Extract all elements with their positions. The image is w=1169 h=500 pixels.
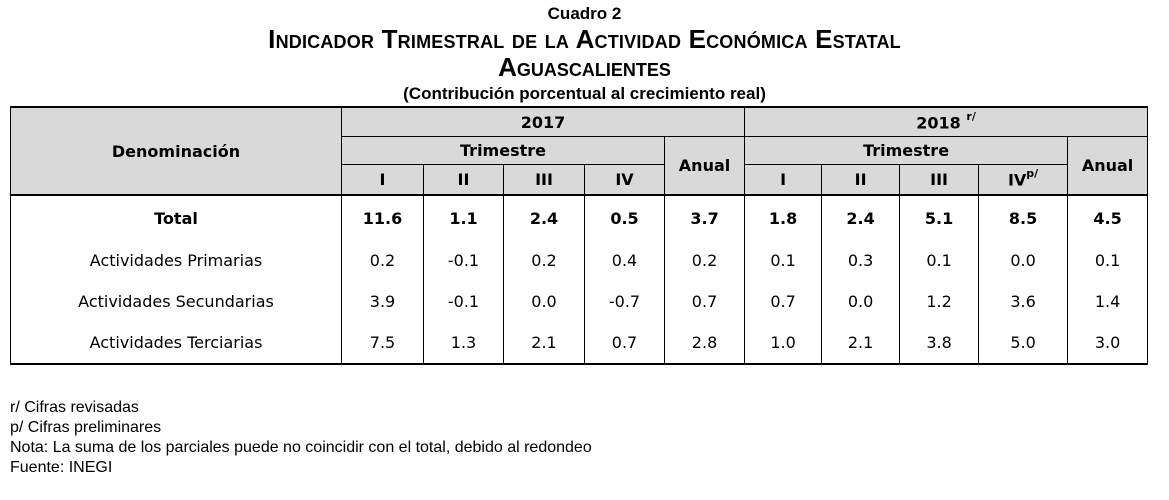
quarter-header: IV: [584, 164, 665, 196]
table-cell: 5.1: [899, 195, 979, 240]
table-cell: 1.4: [1067, 281, 1149, 322]
table-cell: 2.4: [503, 195, 585, 240]
state-name: Aguascalientes: [498, 52, 671, 82]
row-label: Actividades Secundarias: [10, 281, 342, 322]
table-title: Indicador Trimestral de la Actividad Eco…: [268, 24, 901, 54]
year-2018-header: 2018 r/: [744, 106, 1149, 137]
table-cell: 1.2: [899, 281, 979, 322]
table-cell: 2.4: [821, 195, 900, 240]
quarter-header: I: [744, 164, 822, 196]
year-2017-header: 2017: [341, 106, 745, 137]
table-cell: 0.4: [584, 240, 665, 281]
trimestre-2018-header: Trimestre: [744, 136, 1068, 165]
footnote-source: Fuente: INEGI: [10, 459, 113, 476]
table-cell: 0.7: [663, 281, 745, 322]
table-cell: 5.0: [978, 322, 1068, 365]
revised-marker: r/: [966, 109, 976, 123]
denominacion-header: Denominación: [10, 106, 342, 196]
table-cell: 0.2: [503, 240, 585, 281]
footnote-revised: r/ Cifras revisadas: [10, 399, 139, 416]
table-row: Actividades Primarias 0.2 -0.1 0.2 0.4 0…: [10, 240, 1149, 281]
table-cell: 1.8: [744, 195, 822, 240]
row-label: Total: [10, 195, 342, 240]
table-cell: 0.2: [663, 240, 745, 281]
data-table: Denominación 2017 2018 r/ Trimestre Anua…: [10, 106, 1149, 365]
table-cell: 8.5: [978, 195, 1068, 240]
table-subtitle: (Contribución porcentual al crecimiento …: [403, 84, 766, 103]
quarter-header: III: [503, 164, 585, 196]
table-cell: 0.0: [503, 281, 585, 322]
row-label: Actividades Primarias: [10, 240, 342, 281]
table-cell: 0.2: [369, 251, 396, 270]
table-cell: 1.1: [423, 195, 504, 240]
table-row: Total 11.6 1.1 2.4 0.5 3.7 1.8 2.4 5.1 8…: [10, 195, 1149, 240]
table-cell: 0.1: [1067, 240, 1149, 281]
table-cell: 11.6: [362, 208, 403, 228]
table-cell: -0.1: [423, 240, 504, 281]
table-cell: 0.1: [744, 240, 822, 281]
table-cell: 0.1: [899, 240, 979, 281]
quarter-iv-label: IV: [1007, 170, 1027, 190]
footnote-note: Nota: La suma de los parciales puede no …: [10, 439, 592, 456]
table-cell: 0.7: [584, 322, 665, 365]
quarter-header: III: [899, 164, 979, 196]
anual-2017-header: Anual: [663, 136, 745, 196]
table-cell: 2.8: [663, 322, 745, 365]
table-cell: 1.3: [423, 322, 504, 365]
table-cell: -0.7: [584, 281, 665, 322]
table-cell: 7.5: [341, 322, 424, 365]
table-cell: 1.0: [744, 322, 822, 365]
table-cell: 0.0: [821, 281, 900, 322]
footnotes: r/ Cifras revisadas p/ Cifras preliminar…: [10, 398, 592, 478]
anual-2018-header: Anual: [1067, 136, 1149, 196]
quarter-header: II: [821, 164, 900, 196]
trimestre-2017-header: Trimestre: [341, 136, 665, 165]
table-row: Actividades Secundarias 3.9 -0.1 0.0 -0.…: [10, 281, 1149, 322]
table-cell: 3.7: [663, 195, 745, 240]
table-cell: 3.9: [369, 292, 396, 311]
year-2018-label: 2018: [916, 113, 961, 133]
table-cell: 0.3: [821, 240, 900, 281]
table-number: Cuadro 2: [547, 4, 622, 23]
table-cell: 0.0: [978, 240, 1068, 281]
table-cell: 2.1: [503, 322, 585, 365]
table-cell: 0.5: [584, 195, 665, 240]
quarter-header: IVp/: [978, 164, 1068, 196]
table-cell: 3.6: [978, 281, 1068, 322]
table-row: Actividades Terciarias 7.5 1.3 2.1 0.7 2…: [10, 322, 1149, 365]
table-cell: -0.1: [423, 281, 504, 322]
footnote-preliminary: p/ Cifras preliminares: [10, 419, 162, 436]
quarter-header: I: [341, 164, 424, 196]
table-cell: 2.1: [821, 322, 900, 365]
table-cell: 3.0: [1067, 322, 1149, 365]
preliminary-marker: p/: [1026, 167, 1039, 181]
row-label: Actividades Terciarias: [10, 322, 342, 365]
table-cell: 4.5: [1067, 195, 1149, 240]
table-cell: 0.7: [744, 281, 822, 322]
quarter-header: II: [423, 164, 504, 196]
table-cell: 3.8: [899, 322, 979, 365]
